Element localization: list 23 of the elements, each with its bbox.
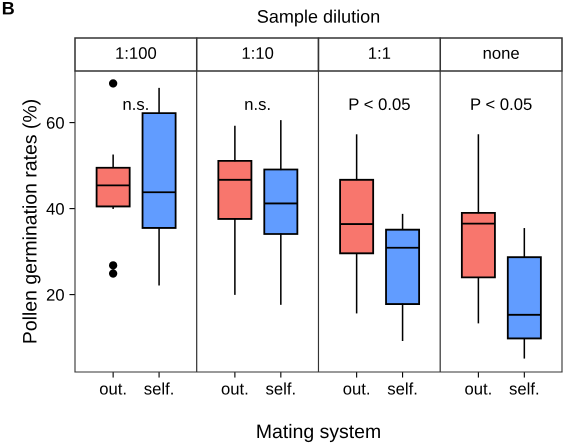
- text: B: [2, 2, 14, 14]
- y-axis-title: Pollen germination rates (%): [22, 100, 40, 343]
- x-tick-label: out.: [465, 384, 491, 395]
- y-tick-label: 60: [46, 117, 64, 129]
- x-tick-label: self.: [388, 382, 416, 395]
- x-tick-label: self.: [266, 382, 295, 395]
- y-tick-label: 20: [46, 289, 64, 301]
- annotation: P < 0.05: [471, 98, 532, 110]
- x-tick-label: self.: [144, 382, 173, 395]
- x-tick-label: self.: [510, 382, 538, 395]
- x-tick-label: out.: [100, 384, 126, 395]
- chart-title: 1:1: [369, 47, 390, 59]
- chart-title: 1:100: [116, 47, 156, 59]
- x-tick-label: out.: [222, 384, 248, 395]
- x-axis-title: Mating system: [257, 424, 380, 442]
- chart-title: 1:10: [242, 47, 274, 59]
- annotation: n.s.: [124, 100, 148, 110]
- y-tick-label: 40: [46, 203, 64, 215]
- annotation: n.s.: [245, 100, 270, 110]
- annotation: P < 0.05: [350, 98, 410, 110]
- text: Sample dilution: [258, 10, 380, 26]
- chart-title: none: [484, 50, 519, 59]
- x-tick-label: out.: [343, 384, 370, 395]
